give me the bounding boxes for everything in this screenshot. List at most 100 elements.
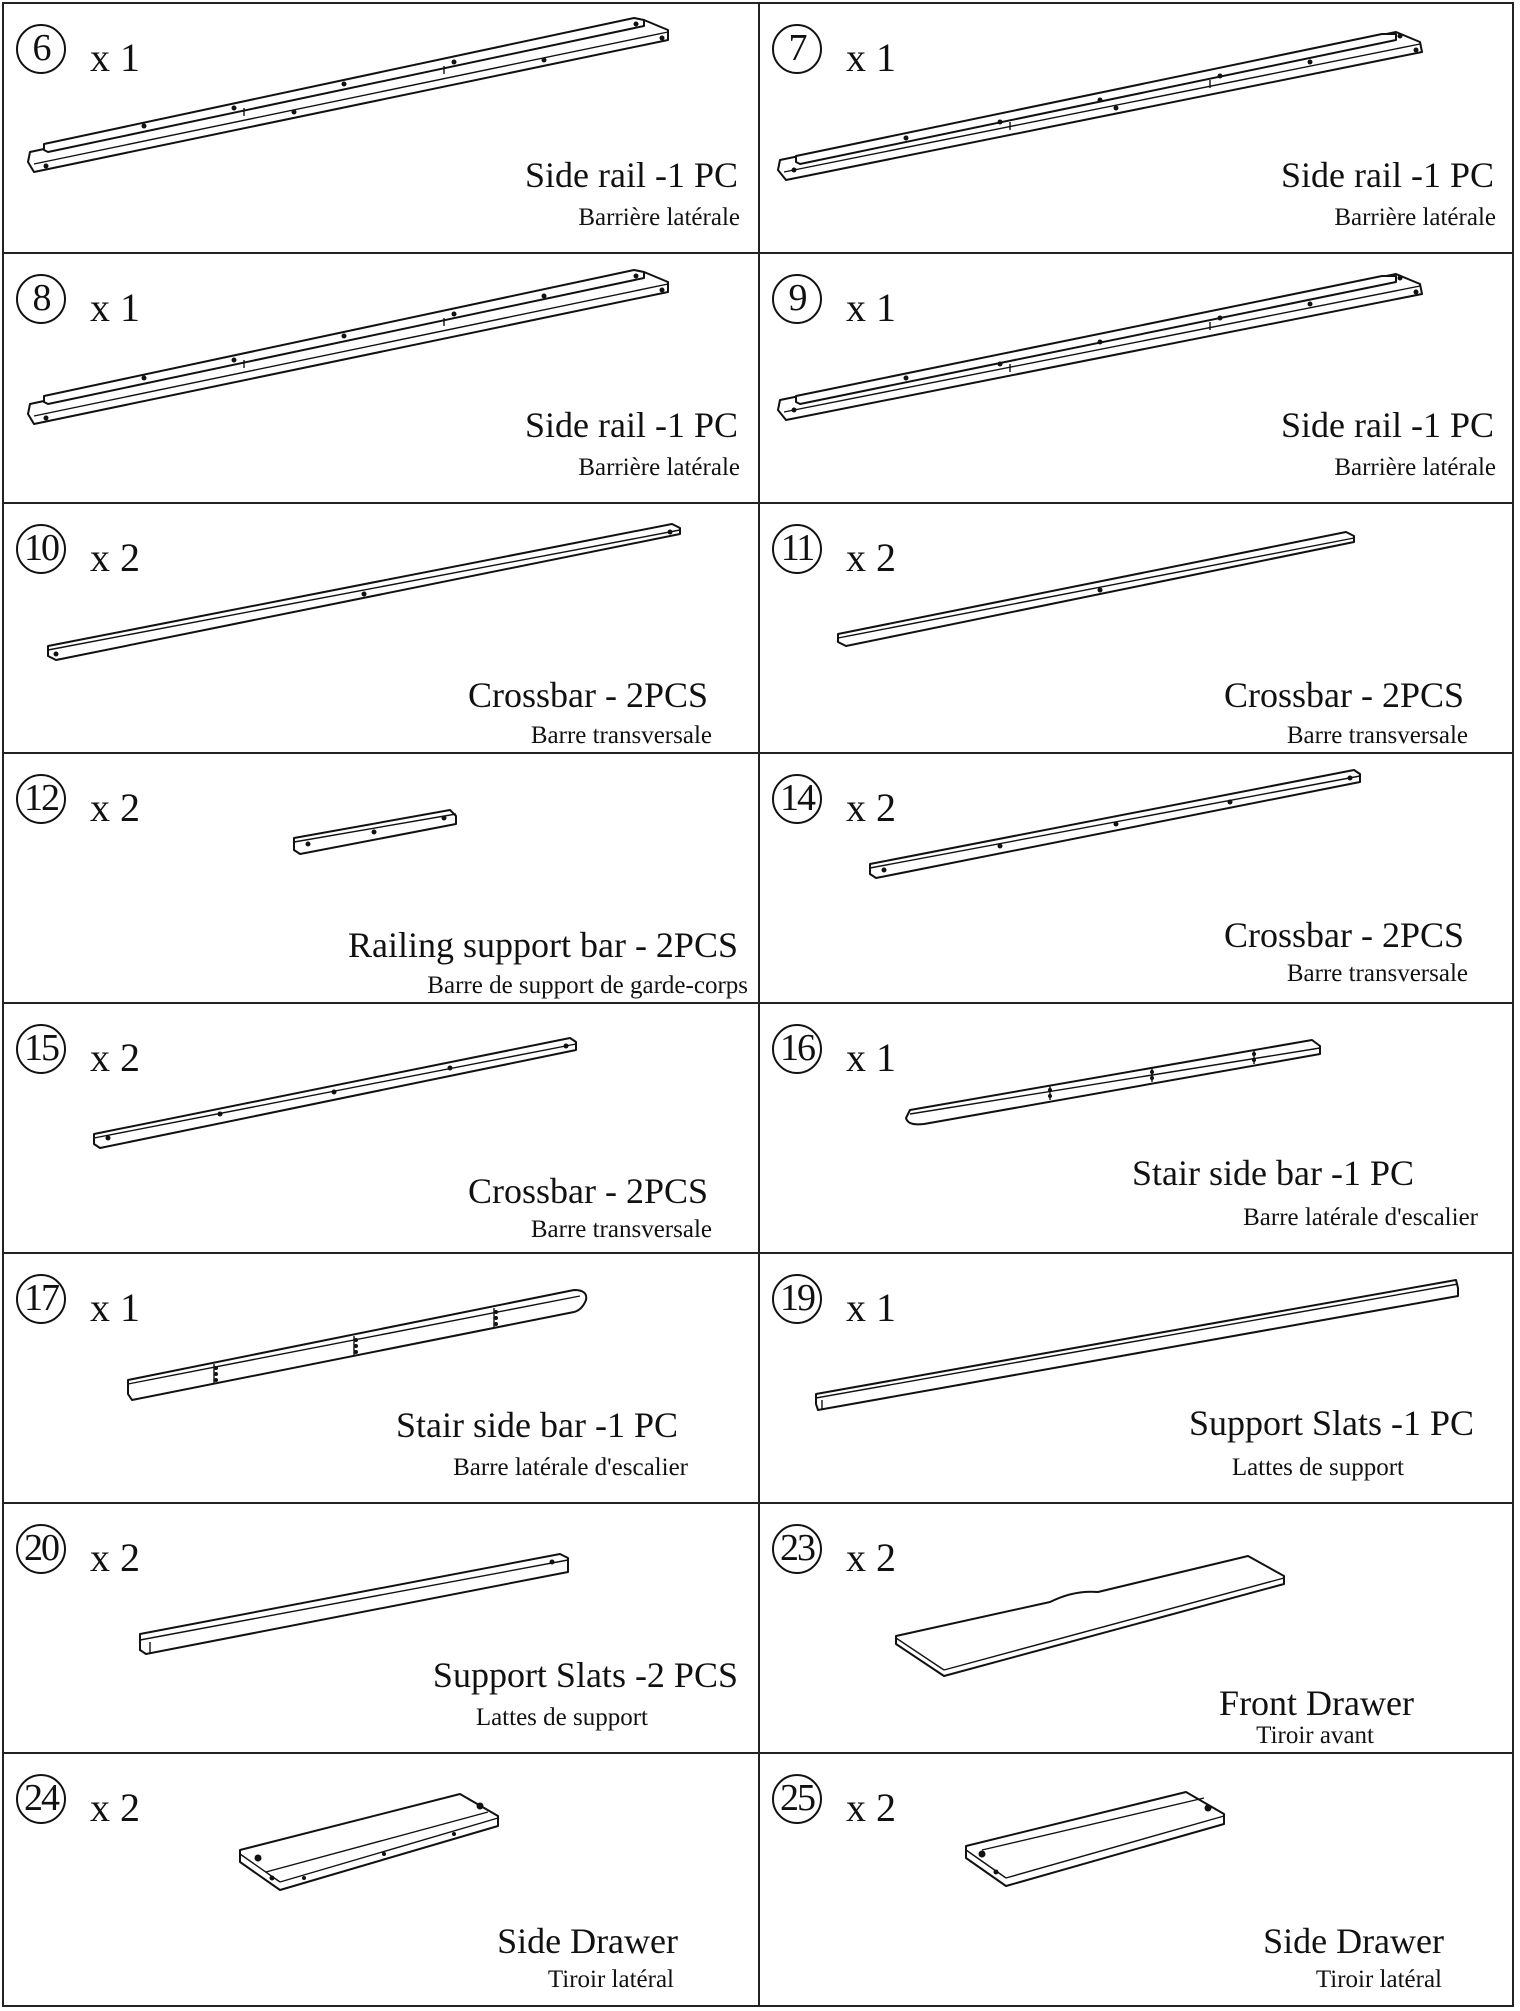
part-cell-19: 19 x 1 Support Slats -1 PC Lattes de sup… xyxy=(760,1254,1514,1502)
part-number: 10 xyxy=(16,524,66,574)
crossbar-drawing xyxy=(869,769,1361,879)
part-quantity: x 2 xyxy=(90,535,140,580)
part-cell-9: 9 x 1 Side rail -1 PC Barrière latérale xyxy=(760,254,1514,502)
part-cell-17: 17 x 1 Stair side bar -1 PC Barre latéra… xyxy=(4,1254,760,1502)
front-drawer-drawing xyxy=(895,1555,1285,1677)
part-number: 24 xyxy=(16,1774,66,1824)
part-number: 9 xyxy=(772,274,822,324)
part-name-fr: Lattes de support xyxy=(475,1704,648,1731)
side-rail-drawing xyxy=(27,269,669,425)
part-name-en: Side rail -1 PC xyxy=(1281,405,1494,445)
side-drawer-drawing xyxy=(239,1793,499,1891)
part-name-en: Stair side bar -1 PC xyxy=(396,1405,678,1445)
part-number: 11 xyxy=(772,524,822,574)
part-name-en: Support Slats -2 PCS xyxy=(432,1655,738,1695)
part-name-fr: Barre transversale xyxy=(530,722,712,749)
part-name-en: Crossbar - 2PCS xyxy=(1223,675,1464,715)
part-number: 25 xyxy=(772,1774,822,1824)
support-slat-drawing xyxy=(139,1553,569,1655)
part-name-fr: Barrière latérale xyxy=(1334,454,1496,481)
part-name-en: Side Drawer xyxy=(497,1921,678,1961)
part-name-fr: Lattes de support xyxy=(1231,1454,1404,1481)
part-name-fr: Tiroir latéral xyxy=(1315,1966,1442,1993)
part-number: 16 xyxy=(772,1024,822,1074)
part-cell-8: 8 x 1 Side rail -1 PC Barrière latérale xyxy=(4,254,760,502)
part-name-en: Support Slats -1 PC xyxy=(1188,1403,1474,1443)
part-name-en: Crossbar - 2PCS xyxy=(467,675,708,715)
part-name-fr: Barrière latérale xyxy=(1334,204,1496,231)
part-quantity: x 2 xyxy=(846,1535,896,1580)
part-name-fr: Tiroir latéral xyxy=(547,1966,674,1993)
part-name-fr: Barre latérale d'escalier xyxy=(1243,1204,1478,1231)
part-cell-14: 14 x 2 Crossbar - 2PCS Barre transversal… xyxy=(760,754,1514,1002)
part-cell-25: 25 x 2 Side Drawer Tiroir latéral xyxy=(760,1754,1514,2005)
crossbar-drawing xyxy=(47,523,681,661)
side-rail-drawing xyxy=(777,273,1423,421)
parts-row: 8 x 1 Side rail -1 PC Barrière latérale … xyxy=(4,254,1512,504)
part-cell-11: 11 x 2 Crossbar - 2PCS Barre transversal… xyxy=(760,504,1514,752)
part-name-en: Railing support bar - 2PCS xyxy=(347,925,738,965)
part-number: 17 xyxy=(16,1274,66,1324)
part-name-fr: Barre latérale d'escalier xyxy=(453,1454,688,1481)
parts-row: 24 x 2 Side Drawer Tiroir latéral 25 x 2 xyxy=(4,1754,1512,2005)
part-cell-24: 24 x 2 Side Drawer Tiroir latéral xyxy=(4,1754,760,2005)
part-quantity: x 1 xyxy=(90,1285,140,1330)
part-number: 8 xyxy=(16,274,66,324)
part-quantity: x 1 xyxy=(846,35,896,80)
part-name-en: Side rail -1 PC xyxy=(525,405,738,445)
part-quantity: x 1 xyxy=(90,35,140,80)
part-quantity: x 2 xyxy=(90,785,140,830)
part-quantity: x 2 xyxy=(846,535,896,580)
part-number: 7 xyxy=(772,24,822,74)
part-quantity: x 1 xyxy=(846,285,896,330)
side-rail-drawing xyxy=(777,31,1423,181)
part-cell-16: 16 x 1 Stair side bar -1 PC Barre latéra… xyxy=(760,1004,1514,1252)
part-name-en: Side rail -1 PC xyxy=(1281,155,1494,195)
parts-row: 10 x 2 Crossbar - 2PCS Barre transversal… xyxy=(4,504,1512,754)
part-name-fr: Barre transversale xyxy=(1286,960,1468,987)
part-cell-20: 20 x 2 Support Slats -2 PCS Lattes de su… xyxy=(4,1504,760,1752)
part-quantity: x 2 xyxy=(846,1785,896,1830)
crossbar-drawing xyxy=(837,531,1355,647)
part-quantity: x 1 xyxy=(846,1285,896,1330)
stair-side-bar-drawing xyxy=(127,1289,588,1401)
part-name-en: Front Drawer xyxy=(1219,1683,1414,1723)
part-name-en: Side rail -1 PC xyxy=(525,155,738,195)
crossbar-drawing xyxy=(93,1037,577,1149)
part-number: 23 xyxy=(772,1524,822,1574)
part-cell-6: 6 x 1 Side rail -1 PC Barrière latérale xyxy=(4,4,760,252)
part-quantity: x 2 xyxy=(90,1535,140,1580)
part-name-fr: Barrière latérale xyxy=(578,454,740,481)
part-name-en: Stair side bar -1 PC xyxy=(1132,1153,1414,1193)
part-cell-15: 15 x 2 Crossbar - 2PCS Barre transversal… xyxy=(4,1004,760,1252)
part-name-en: Side Drawer xyxy=(1263,1921,1444,1961)
railing-support-bar-drawing xyxy=(293,809,457,855)
side-drawer-drawing xyxy=(965,1791,1225,1887)
part-name-en: Crossbar - 2PCS xyxy=(1223,915,1464,955)
parts-row: 17 x 1 Stair side bar -1 PC Barre latéra… xyxy=(4,1254,1512,1504)
part-quantity: x 1 xyxy=(846,1035,896,1080)
part-number: 12 xyxy=(16,774,66,824)
stair-side-bar-drawing xyxy=(905,1039,1321,1126)
part-name-fr: Barre de support de garde-corps xyxy=(427,972,748,999)
support-slat-drawing xyxy=(815,1279,1459,1411)
parts-row: 12 x 2 Railing support bar - 2PCS Barre … xyxy=(4,754,1512,1004)
part-quantity: x 2 xyxy=(90,1785,140,1830)
part-number: 20 xyxy=(16,1524,66,1574)
part-number: 14 xyxy=(772,774,822,824)
part-number: 19 xyxy=(772,1274,822,1324)
parts-row: 20 x 2 Support Slats -2 PCS Lattes de su… xyxy=(4,1504,1512,1754)
part-cell-10: 10 x 2 Crossbar - 2PCS Barre transversal… xyxy=(4,504,760,752)
part-name-fr: Barre transversale xyxy=(1286,722,1468,749)
part-quantity: x 2 xyxy=(846,785,896,830)
part-name-fr: Barrière latérale xyxy=(578,204,740,231)
part-number: 15 xyxy=(16,1024,66,1074)
part-name-fr: Barre transversale xyxy=(530,1216,712,1243)
parts-row: 6 x 1 Side rail -1 PC Barrière latérale … xyxy=(4,4,1512,254)
side-rail-drawing xyxy=(27,17,669,173)
part-quantity: x 1 xyxy=(90,285,140,330)
part-cell-23: 23 x 2 Front Drawer Tiroir avant xyxy=(760,1504,1514,1752)
part-cell-7: 7 x 1 Side rail -1 PC Barrière latérale xyxy=(760,4,1514,252)
part-number: 6 xyxy=(16,24,66,74)
